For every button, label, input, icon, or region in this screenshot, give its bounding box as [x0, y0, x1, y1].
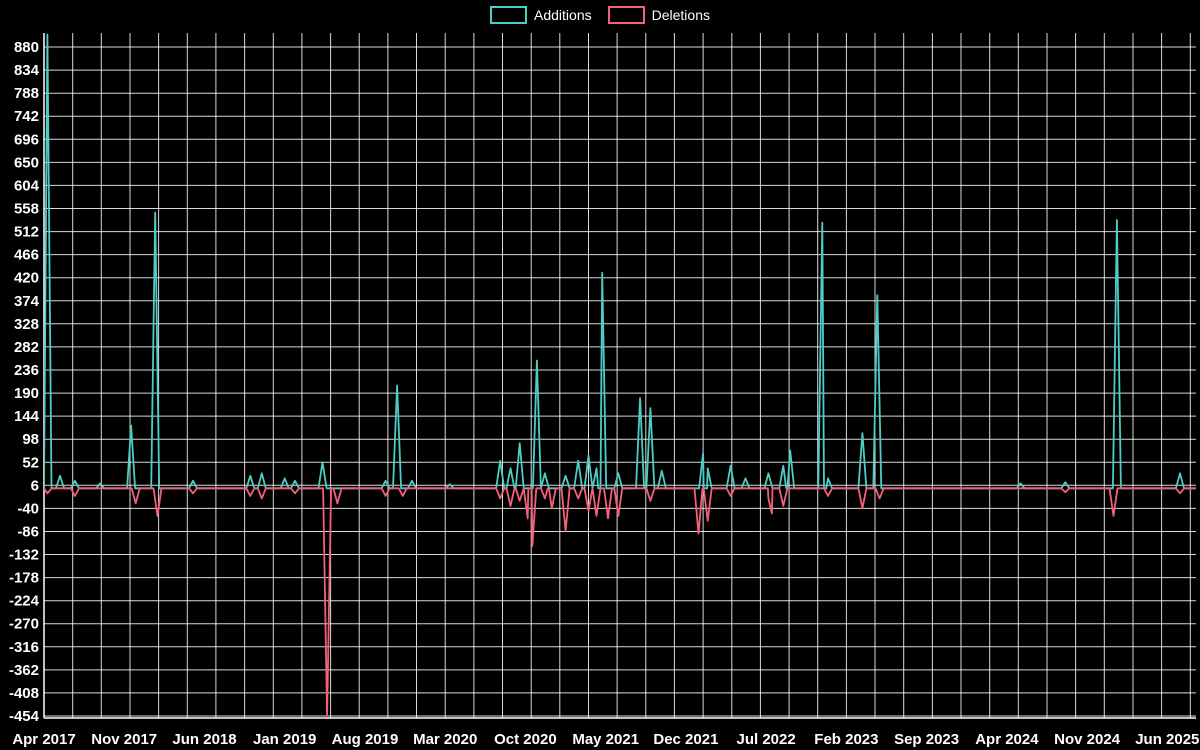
y-tick-label: 788: [14, 85, 39, 102]
additions-swatch: [490, 6, 528, 24]
y-tick-label: 98: [22, 431, 39, 448]
y-tick-label: 880: [14, 39, 39, 56]
horizontal-gridlines: [44, 46, 1196, 717]
x-tick-label: Dec 2021: [653, 731, 718, 748]
x-tick-label: Jun 2025: [1135, 731, 1199, 748]
additions-line: [44, 33, 1196, 490]
deletions-legend-label: Deletions: [651, 7, 710, 23]
y-tick-label: -178: [9, 570, 39, 587]
y-tick-label: -86: [17, 524, 39, 541]
deletions-line: [44, 487, 1196, 717]
y-tick-label: 52: [22, 454, 39, 471]
x-tick-label: Sep 2023: [894, 731, 959, 748]
y-tick-label: -40: [17, 500, 39, 517]
y-tick-label: -316: [9, 639, 39, 656]
x-tick-label: Jul 2022: [736, 731, 795, 748]
y-tick-label: 6: [31, 477, 39, 494]
y-tick-label: 512: [14, 224, 39, 241]
y-tick-label: 742: [14, 108, 39, 125]
y-tick-label: 558: [14, 201, 39, 218]
chart-legend: Additions Deletions: [0, 6, 1200, 24]
x-tick-label: May 2021: [572, 731, 639, 748]
x-tick-label: Aug 2019: [332, 731, 399, 748]
y-tick-label: 604: [14, 177, 40, 194]
additions-legend-label: Additions: [534, 7, 592, 23]
x-tick-label: Nov 2024: [1054, 731, 1121, 748]
x-tick-label: Jun 2018: [172, 731, 236, 748]
y-tick-label: 696: [14, 131, 39, 148]
y-tick-label: -270: [9, 616, 39, 633]
x-tick-label: Oct 2020: [494, 731, 557, 748]
y-axis-labels: 880 834 788 742 696 650 604 558 512 466 420 374 328 2…: [9, 39, 40, 725]
y-tick-label: 374: [14, 293, 40, 310]
y-tick-label: 282: [14, 339, 39, 356]
x-tick-label: Mar 2020: [413, 731, 477, 748]
y-tick-label: -408: [9, 685, 39, 702]
x-tick-label: Nov 2017: [91, 731, 157, 748]
y-tick-label: 190: [14, 385, 39, 402]
legend-item-deletions[interactable]: Deletions: [607, 6, 710, 24]
vertical-gridlines: [43, 33, 1191, 718]
legend-item-additions[interactable]: Additions: [490, 6, 592, 24]
y-tick-label: 328: [14, 316, 39, 333]
y-tick-label: -362: [9, 662, 39, 679]
y-tick-label: 834: [14, 62, 40, 79]
x-tick-label: Jan 2019: [253, 731, 316, 748]
y-tick-label: 144: [14, 408, 40, 425]
x-tick-label: Feb 2023: [814, 731, 878, 748]
y-tick-label: 420: [14, 270, 39, 287]
deletions-swatch: [607, 6, 645, 24]
x-tick-label: Apr 2024: [975, 731, 1039, 748]
y-tick-label: -224: [9, 593, 40, 610]
y-tick-label: -132: [9, 547, 39, 564]
x-tick-label: Apr 2017: [12, 731, 75, 748]
y-tick-label: 236: [14, 362, 39, 379]
x-axis-labels: Apr 2017 Nov 2017 Jun 2018 Jan 2019 Aug 2019…: [12, 731, 1199, 748]
y-tick-label: -454: [9, 708, 40, 725]
y-tick-label: 650: [14, 154, 39, 171]
y-tick-label: 466: [14, 247, 39, 264]
